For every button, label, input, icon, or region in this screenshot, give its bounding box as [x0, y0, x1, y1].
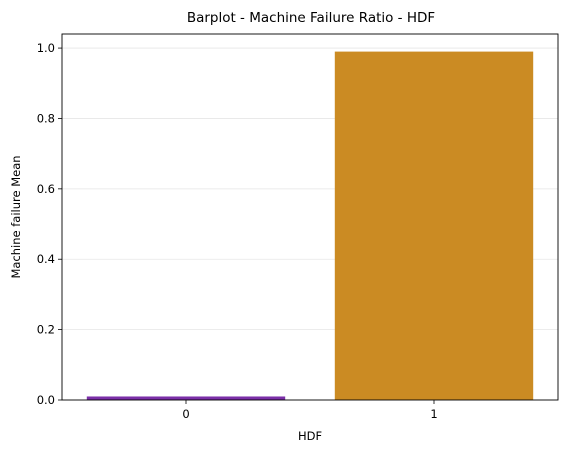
- x-axis-label: HDF: [298, 429, 322, 443]
- y-tick-label: 0.2: [37, 323, 55, 337]
- y-tick-label: 0.8: [37, 111, 55, 125]
- y-tick-label: 1.0: [37, 41, 55, 55]
- y-tick-label: 0.4: [37, 252, 55, 266]
- x-tick-label: 0: [182, 407, 189, 421]
- plot-frame: [61, 33, 559, 401]
- bar-0: [86, 396, 286, 400]
- bar-1: [334, 51, 534, 400]
- x-tick-label: 1: [430, 407, 437, 421]
- bars: [86, 51, 534, 400]
- y-axis-ticks: 0.0 0.2 0.4 0.6 0.8 1.0: [37, 41, 62, 407]
- y-tick-label: 0.6: [37, 182, 55, 196]
- y-axis-label: Machine failure Mean: [9, 155, 23, 278]
- chart-title: Barplot - Machine Failure Ratio - HDF: [187, 10, 435, 26]
- y-tick-label: 0.0: [37, 393, 55, 407]
